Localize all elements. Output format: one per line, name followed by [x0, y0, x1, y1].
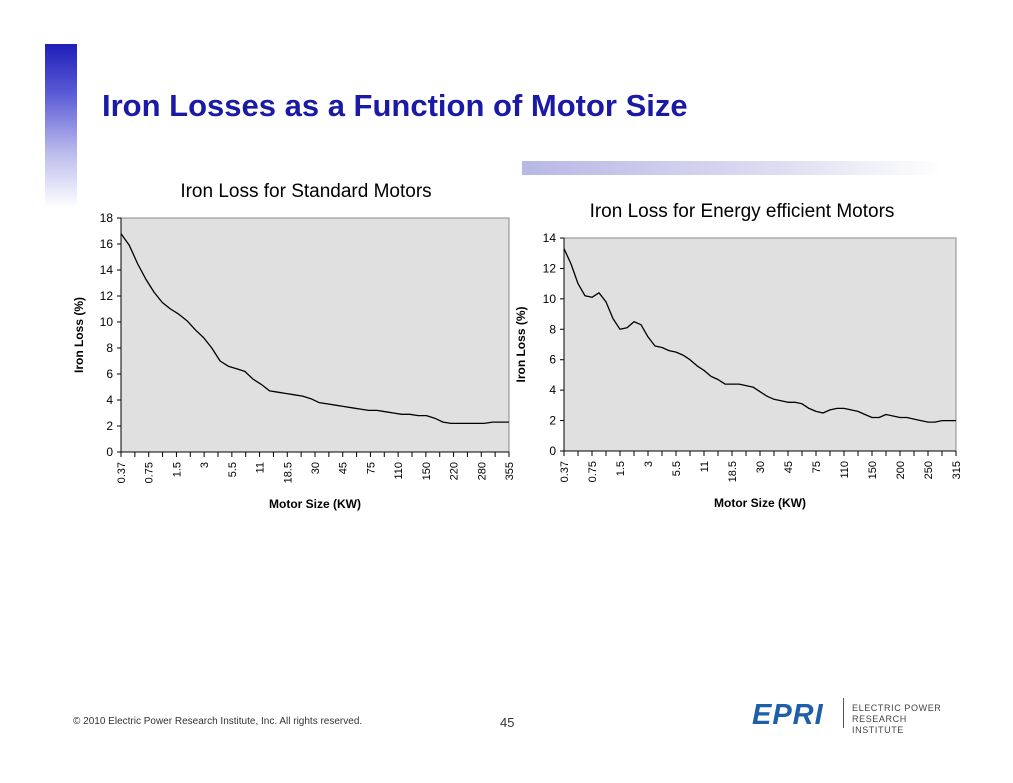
standard-motors-chart: 0 2 4 6 8 10 12 14 16 18 0.37 0.75 1.5 3 5.5 11 18.5 30 45… — [72, 181, 516, 511]
standard-y-tick-label: 16 — [100, 237, 114, 251]
efficient-x-tick-label: 250 — [923, 461, 935, 479]
efficient-x-tick-label: 5.5 — [671, 461, 683, 476]
efficient-y-tick-label: 6 — [549, 353, 556, 367]
standard-plot-area — [120, 217, 510, 453]
efficient-x-tick-label: 0.75 — [587, 461, 599, 482]
standard-x-tick-label: 1.5 — [171, 462, 183, 477]
standard-chart-title: Iron Loss for Standard Motors — [180, 181, 431, 202]
efficient-x-axis-label: Motor Size (KW) — [714, 496, 806, 510]
standard-x-tick-label: 110 — [393, 462, 405, 480]
slide-accent-bar — [45, 44, 77, 208]
standard-y-tick-label: 14 — [100, 263, 114, 277]
efficient-y-tick-label: 2 — [549, 414, 556, 428]
slide-title: Iron Losses as a Function of Motor Size — [102, 88, 688, 123]
efficient-x-tick-label: 200 — [895, 461, 907, 479]
standard-x-axis-label: Motor Size (KW) — [269, 497, 361, 511]
standard-x-tick-label: 0.75 — [144, 462, 156, 483]
logo-subtitle: ELECTRIC POWER RESEARCH INSTITUTE — [852, 703, 952, 736]
epri-logo-word: EPRI — [752, 699, 824, 731]
efficient-y-tick-label: 0 — [549, 444, 556, 458]
efficient-y-axis-label: Iron Loss (%) — [514, 306, 528, 382]
standard-x-tick-label: 18.5 — [282, 462, 294, 483]
page-number: 45 — [500, 715, 515, 730]
efficient-motors-chart: 0 2 4 6 8 10 12 14 0.37 0.75 1.5 3 5.5 11 18.5 30 45 75 11… — [514, 201, 963, 510]
standard-y-tick-label: 0 — [106, 445, 113, 459]
efficient-y-tick-label: 10 — [543, 292, 557, 306]
efficient-x-tick-label: 75 — [811, 461, 823, 473]
efficient-x-tick-label: 45 — [783, 461, 795, 473]
efficient-x-tick-label: 0.37 — [559, 461, 571, 482]
standard-y-tick-label: 4 — [106, 393, 113, 407]
logo-subtitle-line1: ELECTRIC POWER — [852, 703, 942, 713]
standard-x-tick-label: 30 — [310, 462, 322, 474]
standard-x-tick-label: 75 — [365, 462, 377, 474]
standard-data-line — [120, 233, 509, 425]
efficient-x-tick-label: 30 — [755, 461, 767, 473]
standard-x-tick-label: 355 — [504, 462, 516, 480]
standard-x-tick-label: 280 — [476, 462, 488, 480]
standard-x-tick-label: 0.37 — [116, 462, 128, 483]
standard-y-tick-label: 18 — [100, 211, 114, 225]
efficient-x-tick-label: 3 — [643, 461, 655, 467]
efficient-y-tick-label: 14 — [543, 231, 557, 245]
standard-y-axis-label: Iron Loss (%) — [72, 297, 86, 373]
standard-x-tick-label: 150 — [421, 462, 433, 480]
chart-header-strip — [522, 161, 942, 175]
standard-y-tick-label: 8 — [106, 341, 113, 355]
standard-y-tick-label: 10 — [100, 315, 114, 329]
efficient-x-tick-label: 11 — [699, 461, 711, 472]
copyright-notice: © 2010 Electric Power Research Institute… — [73, 716, 363, 727]
efficient-x-tick-label: 18.5 — [727, 461, 739, 482]
standard-y-tick-label: 12 — [100, 289, 114, 303]
standard-x-tick-label: 5.5 — [227, 462, 239, 477]
standard-x-tick-label: 3 — [199, 462, 211, 468]
efficient-x-tick-label: 1.5 — [615, 461, 627, 476]
efficient-x-tick-label: 110 — [839, 461, 851, 479]
efficient-data-line — [563, 248, 956, 423]
efficient-plot-area — [563, 237, 957, 452]
efficient-x-tick-label: 315 — [951, 461, 963, 479]
standard-x-tick-label: 11 — [255, 462, 267, 473]
efficient-x-tick-label: 150 — [867, 461, 879, 479]
logo-subtitle-line2: RESEARCH INSTITUTE — [852, 714, 907, 735]
efficient-y-tick-label: 8 — [549, 322, 556, 336]
epri-logo: EPRI ELECTRIC POWER RESEARCH INSTITUTE — [752, 696, 952, 735]
standard-x-tick-label: 220 — [449, 462, 461, 480]
logo-separator — [843, 698, 844, 728]
efficient-y-tick-label: 12 — [543, 261, 557, 275]
efficient-y-tick-label: 4 — [549, 383, 556, 397]
standard-y-tick-label: 2 — [106, 419, 113, 433]
efficient-chart-title: Iron Loss for Energy efficient Motors — [590, 201, 895, 222]
standard-x-tick-label: 45 — [338, 462, 350, 474]
standard-y-tick-label: 6 — [106, 367, 113, 381]
